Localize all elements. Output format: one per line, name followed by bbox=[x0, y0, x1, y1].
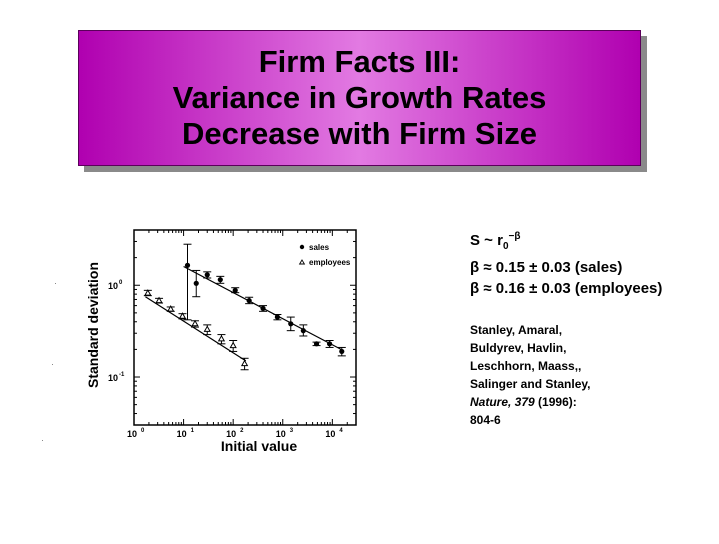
point-sales bbox=[184, 262, 191, 268]
x-tick-label: 10 bbox=[177, 429, 187, 439]
point-sales bbox=[260, 305, 266, 311]
title-line-1: Firm Facts III: bbox=[258, 44, 461, 79]
point-sales bbox=[217, 277, 223, 283]
y-tick-exponent: -1 bbox=[119, 372, 125, 378]
fit-line-employees bbox=[145, 296, 247, 362]
y-tick-exponent: 0 bbox=[119, 280, 123, 286]
legend-sales-label: sales bbox=[309, 243, 330, 252]
point-sales bbox=[274, 314, 281, 320]
y-axis-label: Standard deviation bbox=[85, 262, 101, 388]
x-tick-group: 10 0 10 1 10 2 10 3 10 4 bbox=[127, 230, 357, 439]
x-tick-exponent: 1 bbox=[191, 428, 195, 434]
point-sales bbox=[193, 280, 199, 286]
x-tick-exponent: 2 bbox=[240, 428, 244, 434]
scaling-law-text: S ~ r bbox=[470, 232, 503, 249]
x-tick-exponent: 4 bbox=[339, 428, 343, 434]
x-tick-label: 10 bbox=[276, 429, 286, 439]
x-tick-exponent: 3 bbox=[290, 428, 294, 434]
scaling-law-exponent: −β bbox=[508, 231, 521, 242]
point-sales bbox=[246, 298, 252, 304]
plot-frame bbox=[133, 229, 357, 426]
equation-block: S ~ r0−β β ≈ 0.15 ± 0.03 (sales) β ≈ 0.1… bbox=[470, 226, 662, 299]
data-points bbox=[143, 243, 346, 371]
x-axis-label: Initial value bbox=[221, 438, 297, 454]
point-employees bbox=[144, 289, 152, 296]
reference-pages: 804-6 bbox=[470, 413, 501, 427]
point-sales bbox=[288, 321, 294, 327]
scaling-law-subscript: 0 bbox=[502, 241, 509, 252]
reference-year: (1996): bbox=[534, 395, 577, 409]
title-line-3: Decrease with Firm Size bbox=[182, 116, 537, 151]
y-tick-label: 10 bbox=[108, 373, 118, 383]
reference-volume: , 379 bbox=[508, 395, 535, 409]
point-sales bbox=[300, 328, 306, 334]
point-sales bbox=[204, 272, 210, 278]
x-tick-exponent: 0 bbox=[141, 428, 145, 434]
x-tick-label: 10 bbox=[325, 429, 335, 439]
title-line-2: Variance in Growth Rates bbox=[172, 80, 547, 115]
legend-employees-marker bbox=[298, 259, 306, 265]
reference-block: Stanley, Amaral, Buldyrev, Havlin, Lesch… bbox=[470, 321, 590, 429]
point-employees bbox=[229, 341, 237, 349]
legend-sales-marker bbox=[299, 244, 305, 250]
speck-3 bbox=[42, 440, 43, 441]
reference-line-4: Salinger and Stanley, bbox=[470, 377, 591, 391]
point-sales bbox=[339, 348, 345, 355]
y-tick-label: 10 bbox=[108, 281, 118, 291]
beta-employees: β ≈ 0.16 ± 0.03 (employees) bbox=[470, 280, 663, 297]
fit-lines bbox=[145, 265, 342, 362]
reference-line-3: Leschhorn, Maass,, bbox=[470, 359, 582, 373]
scaling-law: S ~ r0−β bbox=[470, 226, 662, 257]
point-sales bbox=[313, 341, 320, 347]
point-sales bbox=[232, 287, 238, 293]
point-sales bbox=[326, 341, 333, 347]
point-employees bbox=[155, 296, 163, 304]
point-employees bbox=[240, 359, 249, 367]
beta-sales: β ≈ 0.15 ± 0.03 (sales) bbox=[470, 259, 623, 276]
point-employees bbox=[191, 319, 199, 327]
speck-1 bbox=[55, 283, 56, 284]
reference-journal: Nature bbox=[470, 395, 509, 409]
legend-employees-label: employees bbox=[309, 258, 351, 267]
point-employees bbox=[178, 312, 187, 319]
reference-line-1: Stanley, Amaral, bbox=[470, 323, 563, 337]
speck-2 bbox=[52, 364, 53, 365]
x-tick-label: 10 bbox=[127, 429, 137, 439]
reference-line-2: Buldyrev, Havlin, bbox=[470, 341, 567, 355]
title-box: Firm Facts III: Variance in Growth Rates… bbox=[78, 30, 641, 166]
point-employees bbox=[167, 305, 175, 312]
reference-citation: Nature, 379 (1996): bbox=[470, 393, 590, 411]
point-employees bbox=[217, 334, 226, 342]
point-employees bbox=[203, 325, 211, 332]
legend: sales employees bbox=[298, 243, 351, 267]
x-tick-label: 10 bbox=[226, 429, 236, 439]
